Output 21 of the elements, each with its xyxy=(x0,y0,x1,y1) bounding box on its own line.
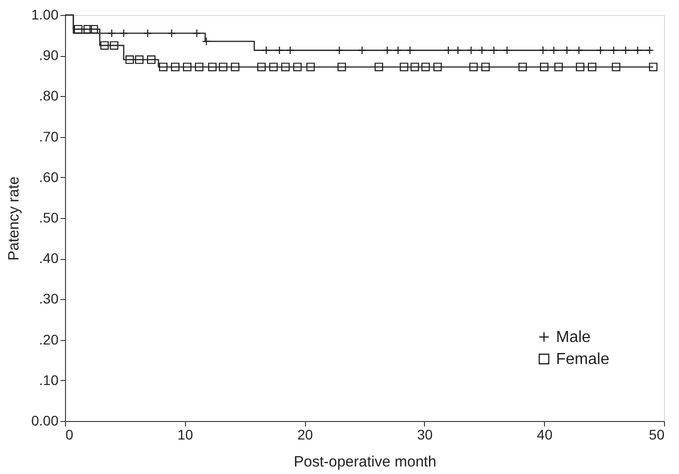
x-tick-label: 40 xyxy=(536,426,553,442)
x-tick-label: 30 xyxy=(417,426,433,442)
y-tick-label: .90 xyxy=(39,47,59,64)
x-tick-label: 50 xyxy=(648,426,665,442)
y-tick-label: .40 xyxy=(39,250,59,266)
legend-label: Female xyxy=(556,351,610,368)
legend-label: Male xyxy=(556,329,591,346)
y-tick-label: .80 xyxy=(39,88,59,104)
y-tick-label: .30 xyxy=(39,290,59,307)
y-tick-label: .50 xyxy=(39,210,59,226)
x-tick-label: 10 xyxy=(178,426,194,442)
x-tick-label: 0 xyxy=(66,426,74,442)
y-tick-label: .70 xyxy=(39,128,59,144)
y-axis-title: Patency rate xyxy=(5,176,22,261)
y-tick-label: 0.00 xyxy=(31,412,59,428)
y-tick-label: .60 xyxy=(39,168,59,185)
y-tick-label: .20 xyxy=(39,331,59,348)
x-tick-label: 20 xyxy=(297,426,314,442)
x-axis-title: Post-operative month xyxy=(294,454,436,470)
y-tick-label: .10 xyxy=(39,372,59,388)
y-tick-label: 1.00 xyxy=(31,6,59,22)
